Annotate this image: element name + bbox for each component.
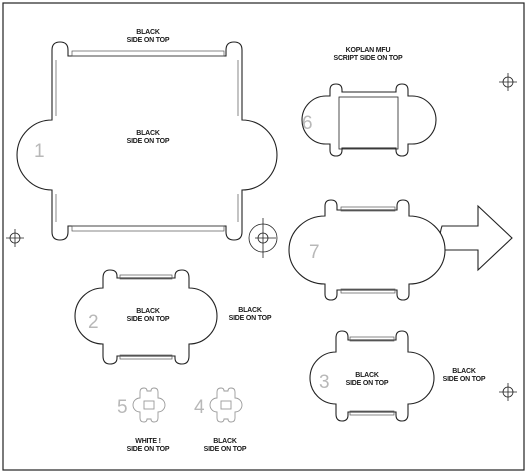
registration-mark-left <box>6 229 24 247</box>
piece-5-label-line1: WHITE ! <box>135 438 160 445</box>
piece-number-3: 3 <box>319 372 330 393</box>
piece-5: 5 <box>117 387 166 423</box>
piece-1-top-label-line1: BLACK <box>136 29 160 36</box>
piece-1: 1 BLACK SIDE ON TOP <box>16 41 278 241</box>
piece-5-label-line2: SIDE ON TOP <box>127 446 170 453</box>
piece-number-7: 7 <box>309 242 320 263</box>
piece-2-side-label-line2: SIDE ON TOP <box>229 315 272 322</box>
piece-2-label-line1: BLACK <box>136 308 160 315</box>
piece-number-6: 6 <box>302 113 313 134</box>
piece-2-side-label-line1: BLACK <box>238 307 262 314</box>
piece-1-label-line2: SIDE ON TOP <box>127 138 170 145</box>
piece-1-label-line1: BLACK <box>136 130 160 137</box>
piece-1-top-label-line2: SIDE ON TOP <box>127 37 170 44</box>
piece-2: 2 BLACK SIDE ON TOP <box>74 269 218 365</box>
piece-number-5: 5 <box>117 397 128 418</box>
registration-mark-top-right <box>499 73 517 91</box>
piece-4-label-line2: SIDE ON TOP <box>204 446 247 453</box>
piece-4: 4 <box>194 387 243 423</box>
piece-3: 3 BLACK SIDE ON TOP <box>309 330 435 422</box>
piece-4-label-line1: BLACK <box>213 438 237 445</box>
piece-3-label-line2: SIDE ON TOP <box>346 380 389 387</box>
piece-number-2: 2 <box>88 312 99 333</box>
piece-6: 6 <box>301 83 437 157</box>
piece-6-label-line2: SCRIPT SIDE ON TOP <box>333 55 403 62</box>
registration-mark-bottom-right <box>499 383 517 401</box>
piece-3-side-label-line1: BLACK <box>452 368 476 375</box>
piece-7: 7 <box>288 199 446 301</box>
piece-3-side-label-line2: SIDE ON TOP <box>443 376 486 383</box>
piece-number-1: 1 <box>34 141 45 162</box>
registration-mark-center <box>248 218 278 258</box>
piece-6-label-line1: KOPLAN MFU <box>346 47 391 54</box>
piece-number-4: 4 <box>194 397 205 418</box>
piece-2-label-line2: SIDE ON TOP <box>127 316 170 323</box>
piece-3-label-line1: BLACK <box>355 372 379 379</box>
